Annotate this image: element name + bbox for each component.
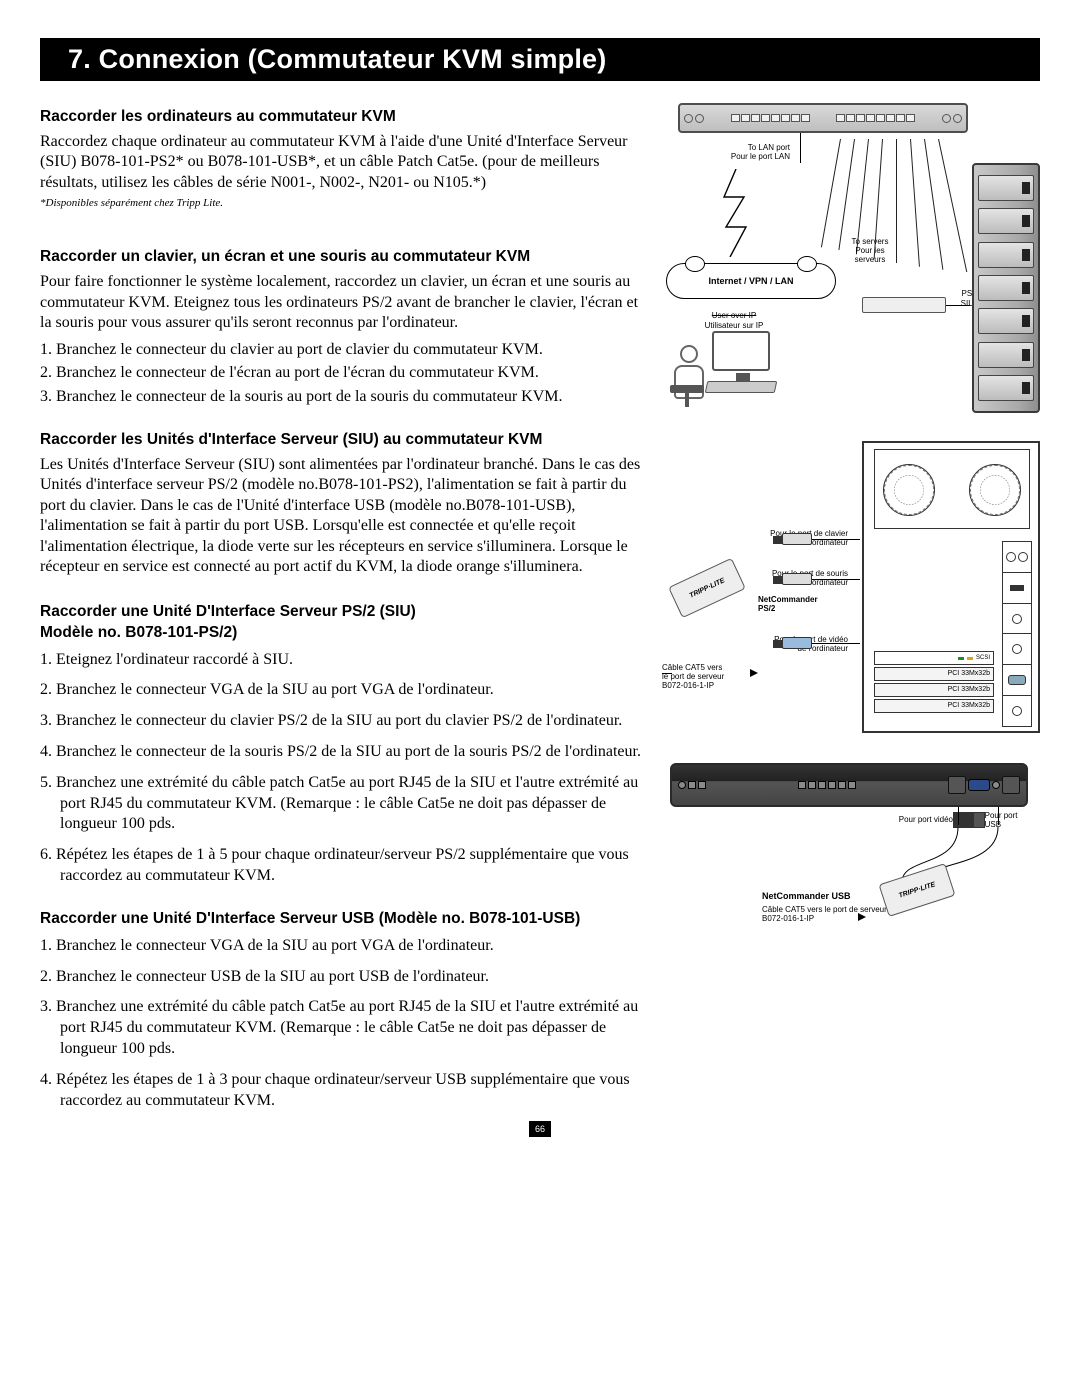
heading-connect-ps2-siu: Raccorder une Unité D'Interface Serveur … bbox=[40, 602, 644, 644]
diagram-column: To LAN portPour le port LAN To serversPo… bbox=[662, 103, 1040, 1121]
kvm-switch-icon bbox=[678, 103, 968, 133]
person-icon bbox=[666, 345, 712, 421]
pci-slot: PCI 33Mx32b bbox=[874, 667, 994, 681]
heading-connect-computers: Raccorder les ordinateurs au commutateur… bbox=[40, 107, 644, 128]
step-item: Répétez les étapes de 1 à 5 pour chaque … bbox=[40, 845, 644, 887]
step-item: Branchez une extrémité du câble patch Ca… bbox=[40, 997, 644, 1059]
fan-icon bbox=[883, 464, 935, 516]
label-netcommander-ps2: NetCommanderPS/2 bbox=[758, 595, 848, 613]
heading-connect-usb-siu: Raccorder une Unité D'Interface Serveur … bbox=[40, 909, 644, 930]
siu-adapter-icon bbox=[862, 297, 946, 313]
label-video-port: Pour port vidéo bbox=[884, 815, 953, 824]
document-page: 7. Connexion (Commutateur KVM simple) Ra… bbox=[0, 0, 1080, 1151]
heading-line2: Modèle no. B078-101-PS/2) bbox=[40, 624, 237, 641]
arrow-icon bbox=[750, 669, 758, 677]
usb-plug-icon bbox=[973, 812, 985, 828]
step-item: Branchez le connecteur de l'écran au por… bbox=[40, 363, 644, 384]
step-item: Branchez le connecteur USB de la SIU au … bbox=[40, 967, 644, 988]
step-item: Branchez le connecteur VGA de la SIU au … bbox=[40, 680, 644, 701]
paragraph: Raccordez chaque ordinateur au commutate… bbox=[40, 132, 644, 193]
step-item: Branchez une extrémité du câble patch Ca… bbox=[40, 773, 644, 835]
wire-line bbox=[946, 305, 970, 306]
keyboard-icon bbox=[705, 381, 778, 393]
lightning-icon bbox=[716, 169, 756, 257]
ps2-plug-icon bbox=[782, 573, 812, 585]
paragraph: Les Unités d'Interface Serveur (SIU) son… bbox=[40, 455, 644, 578]
label-user-ip-fr: Utilisateur sur IP bbox=[674, 321, 794, 330]
wire-line bbox=[662, 673, 672, 674]
steps-list-usb: Branchez le connecteur VGA de la SIU au … bbox=[40, 936, 644, 1112]
tripp-lite-dongle-icon: TRIPP·LITE bbox=[668, 558, 746, 618]
vga-plug-icon bbox=[782, 637, 812, 649]
text-column: Raccorder les ordinateurs au commutateur… bbox=[40, 103, 644, 1121]
wire-line bbox=[812, 579, 860, 580]
label-scsi: SCSI bbox=[976, 655, 990, 661]
internet-cloud-icon: Internet / VPN / LAN bbox=[666, 263, 836, 299]
cable-fanout bbox=[840, 139, 960, 295]
pci-slot: PCI 33Mx32b bbox=[874, 683, 994, 697]
steps-list-kbm: Branchez le connecteur du clavier au por… bbox=[40, 340, 644, 408]
step-item: Branchez le connecteur du clavier PS/2 d… bbox=[40, 711, 644, 732]
arrow-icon bbox=[858, 913, 866, 921]
ps2-plug-icon bbox=[782, 533, 812, 545]
step-item: Répétez les étapes de 1 à 3 pour chaque … bbox=[40, 1070, 644, 1112]
server-rack-icon bbox=[972, 163, 1040, 413]
io-port-strip bbox=[1002, 541, 1032, 727]
label-to-servers: To serversPour les serveurs bbox=[840, 237, 900, 265]
monitor-icon bbox=[712, 331, 770, 371]
page-number: 66 bbox=[529, 1121, 551, 1137]
pci-slot: PCI 33Mx32b bbox=[874, 699, 994, 713]
footnote: *Disponibles séparément chez Tripp Lite. bbox=[40, 197, 644, 209]
label-to-lan: To LAN portPour le port LAN bbox=[720, 143, 790, 161]
steps-list-ps2: Eteignez l'ordinateur raccordé à SIU. Br… bbox=[40, 650, 644, 887]
kvm-rack-icon bbox=[670, 763, 1028, 807]
heading-line1: Raccorder une Unité D'Interface Serveur … bbox=[40, 603, 416, 620]
step-item: Branchez le connecteur du clavier au por… bbox=[40, 340, 644, 361]
wire-line bbox=[812, 539, 860, 540]
wire-line bbox=[812, 643, 860, 644]
step-item: Branchez le connecteur de la souris au p… bbox=[40, 387, 644, 408]
user-at-workstation-icon bbox=[666, 331, 786, 421]
label-user-ip-en: User over IP bbox=[674, 311, 794, 320]
label-cat5-cable: Câble CAT5 vers le port de serveur B072-… bbox=[662, 663, 748, 691]
vga-plug-icon bbox=[953, 812, 973, 828]
section-header: 7. Connexion (Commutateur KVM simple) bbox=[40, 38, 1040, 81]
heading-connect-siu: Raccorder les Unités d'Interface Serveur… bbox=[40, 430, 644, 451]
chair-icon bbox=[670, 385, 704, 407]
psu-panel-icon bbox=[874, 449, 1030, 529]
heading-connect-kbm: Raccorder un clavier, un écran et une so… bbox=[40, 247, 644, 268]
diagram-network: To LAN portPour le port LAN To serversPo… bbox=[662, 103, 1040, 425]
cable-line bbox=[800, 133, 801, 163]
wire-line bbox=[958, 807, 959, 825]
step-item: Branchez le connecteur de la souris PS/2… bbox=[40, 742, 644, 763]
label-netcommander-usb: NetCommander USB bbox=[762, 891, 882, 901]
pci-slot-area: SCSI PCI 33Mx32b PCI 33Mx32b PCI 33Mx32b bbox=[874, 651, 994, 725]
step-item: Eteignez l'ordinateur raccordé à SIU. bbox=[40, 650, 644, 671]
two-column-layout: Raccorder les ordinateurs au commutateur… bbox=[40, 103, 1040, 1121]
wire-line bbox=[998, 807, 999, 825]
step-item: Branchez le connecteur VGA de la SIU au … bbox=[40, 936, 644, 957]
fan-icon bbox=[969, 464, 1021, 516]
diagram-kvm-usb: Pour port vidéo Pour portUSB NetCommande… bbox=[662, 763, 1040, 963]
paragraph: Pour faire fonctionner le système locale… bbox=[40, 272, 644, 333]
diagram-pc-wiring: SCSI PCI 33Mx32b PCI 33Mx32b PCI 33Mx32b… bbox=[662, 441, 1040, 737]
pc-back-panel-icon: SCSI PCI 33Mx32b PCI 33Mx32b PCI 33Mx32b bbox=[862, 441, 1040, 733]
